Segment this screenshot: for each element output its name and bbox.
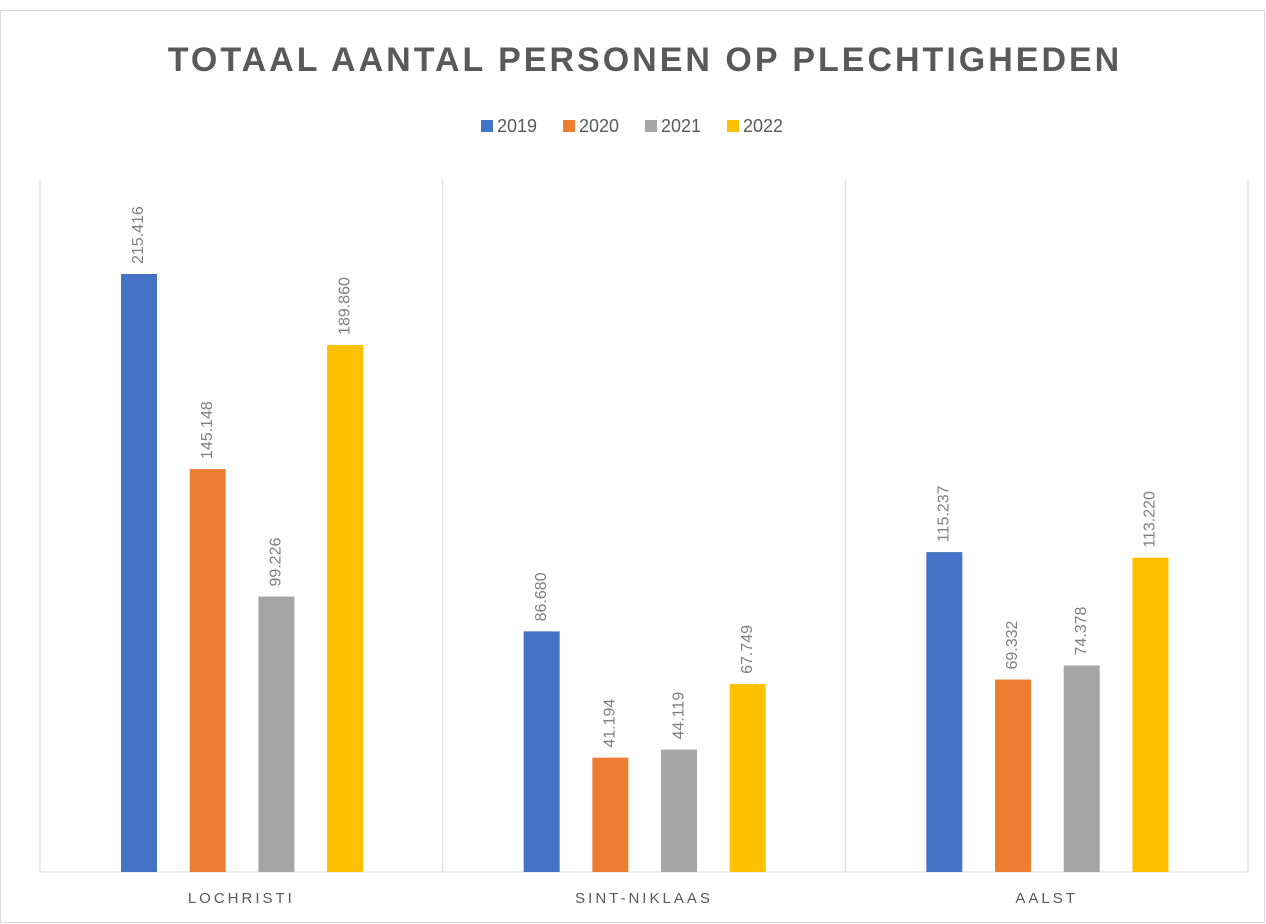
bar: [729, 683, 766, 872]
data-label: 86.680: [533, 572, 550, 621]
bar: [1063, 665, 1100, 872]
data-label: 189.860: [336, 277, 353, 335]
chart-border: [0, 10, 1265, 923]
bar: [926, 552, 963, 872]
data-label: 99.226: [268, 538, 285, 587]
legend-label: 2022: [743, 116, 783, 136]
data-label: 41.194: [602, 699, 619, 748]
bar: [995, 679, 1032, 872]
bar: [523, 631, 560, 872]
chart-title: TOTAAL AANTAL PERSONEN OP PLECHTIGHEDEN: [168, 41, 1122, 79]
data-label: 145.148: [199, 401, 216, 459]
legend-label: 2021: [661, 116, 701, 136]
data-label: 74.378: [1073, 606, 1090, 655]
bar: [189, 469, 226, 872]
data-label: 215.416: [130, 206, 147, 264]
bar: [1132, 557, 1169, 872]
legend-label: 2020: [579, 116, 619, 136]
x-tick-label: SINT-NIKLAAS: [575, 890, 713, 907]
data-label: 113.220: [1142, 491, 1159, 548]
data-label: 67.749: [739, 625, 756, 674]
legend-swatch: [645, 120, 657, 132]
data-label: 115.237: [936, 485, 953, 542]
bar: [661, 749, 698, 872]
legend-label: 2019: [497, 116, 537, 136]
legend-swatch: [481, 120, 493, 132]
legend-swatch: [563, 120, 575, 132]
bar: [592, 757, 629, 872]
data-label: 69.332: [1004, 620, 1021, 669]
legend-swatch: [727, 120, 739, 132]
bar: [121, 274, 157, 872]
bar: [258, 596, 295, 872]
x-tick-label: LOCHRISTI: [188, 890, 295, 907]
data-label: 44.119: [670, 692, 687, 740]
x-tick-label: AALST: [1015, 890, 1078, 907]
bar: [327, 344, 364, 873]
